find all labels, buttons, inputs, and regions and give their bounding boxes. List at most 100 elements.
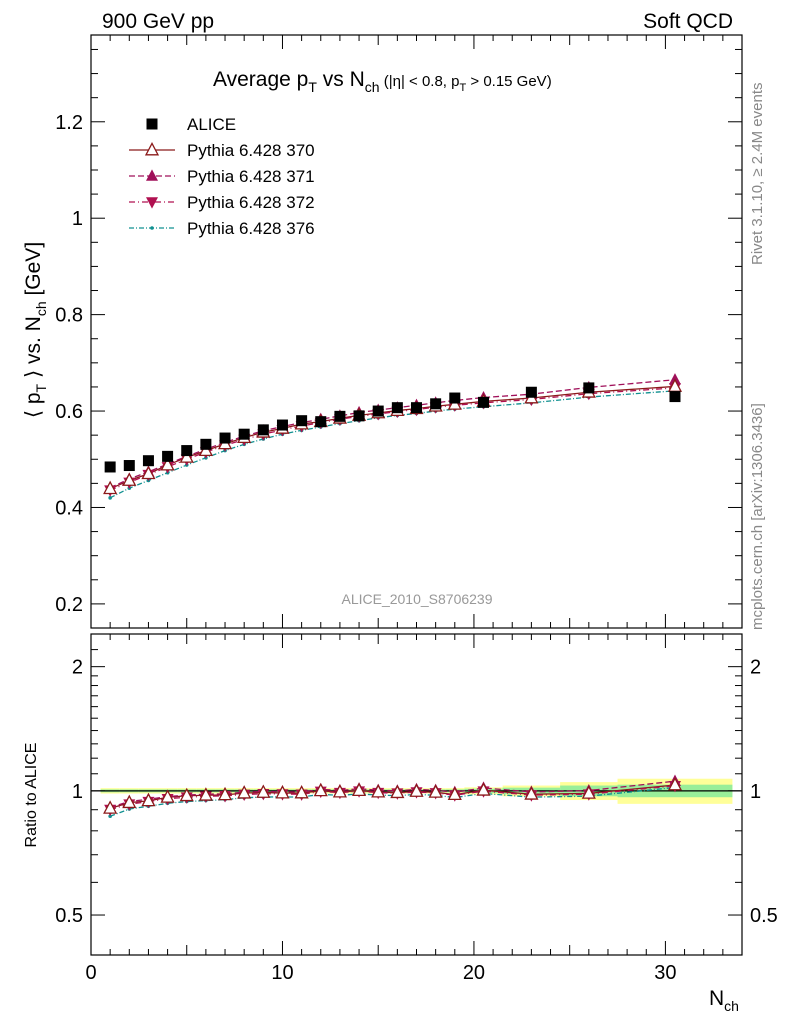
series-point-ratio bbox=[160, 789, 175, 803]
ratio-y-tick-label-right: 2 bbox=[750, 657, 761, 679]
ratio-y-tick-label: 1 bbox=[72, 781, 83, 803]
legend-item-alice: ALICE bbox=[146, 115, 236, 134]
alice-point bbox=[583, 382, 595, 394]
title-vs: vs N bbox=[317, 68, 365, 91]
series-point-ratio bbox=[313, 782, 328, 797]
series-point-main bbox=[141, 465, 156, 480]
alice-point bbox=[219, 432, 231, 444]
alice-point bbox=[449, 392, 461, 404]
x-axis-label: Nch bbox=[709, 987, 739, 1014]
alice-point bbox=[123, 460, 135, 472]
main-y-tick-label: 0.4 bbox=[55, 497, 83, 519]
rivet-label: Rivet 3.1.10, ≥ 2.4M events bbox=[749, 83, 766, 266]
main-axis-ticks: 0.2 0.4 0.6 0.8 1 1.2 bbox=[55, 48, 742, 629]
alice-point bbox=[411, 402, 422, 414]
main-y-tick-label: 1 bbox=[72, 208, 83, 230]
series-point-ratio bbox=[476, 782, 491, 796]
alice-point bbox=[200, 438, 212, 450]
alice-point bbox=[142, 455, 154, 467]
xlabel-main: N bbox=[709, 987, 724, 1010]
title-main-sub: T bbox=[308, 79, 317, 95]
series-point-ratio bbox=[524, 786, 539, 800]
alice-point bbox=[391, 402, 403, 414]
series-point-ratio bbox=[108, 814, 112, 819]
ratio-y-tick-label-right: 0.5 bbox=[750, 905, 778, 927]
series-point-ratio bbox=[667, 776, 683, 791]
main-y-tick-label: 0.8 bbox=[55, 305, 83, 327]
alice-point bbox=[353, 410, 365, 422]
series-point-main bbox=[160, 457, 175, 471]
series-point-ratio bbox=[198, 787, 213, 801]
alice-point bbox=[296, 415, 308, 427]
series-point-ratio bbox=[351, 782, 367, 796]
title-vs-sub: ch bbox=[365, 79, 380, 95]
legend-item-series: Pythia 6.428 376 bbox=[129, 219, 315, 238]
legend-label: Pythia 6.428 370 bbox=[187, 141, 315, 160]
series-point-main bbox=[108, 496, 112, 500]
series-line-main bbox=[109, 379, 676, 489]
series-line-main bbox=[109, 385, 676, 490]
alice-point bbox=[315, 416, 327, 428]
main-ylabel-b: ⟩ vs. N bbox=[22, 316, 45, 384]
ratio-y-axis-label: Ratio to ALICE bbox=[23, 743, 40, 848]
alice-point bbox=[478, 396, 490, 408]
legend-marker bbox=[146, 169, 158, 181]
legend-item-series: Pythia 6.428 371 bbox=[129, 167, 315, 186]
ratio-axis-ticks: 0.5 0.5 1 1 2 2 bbox=[55, 633, 778, 956]
alice-point bbox=[162, 450, 174, 462]
alice-point bbox=[104, 461, 116, 473]
series-point-ratio bbox=[217, 786, 233, 801]
alice-point bbox=[430, 398, 442, 410]
header-right: Soft QCD bbox=[643, 10, 733, 33]
series-point-ratio bbox=[256, 784, 271, 798]
x-tick-label: 20 bbox=[463, 962, 485, 984]
series-point-ratio bbox=[179, 787, 194, 802]
series-point-ratio bbox=[103, 800, 118, 814]
legend: ALICE Pythia 6.428 370 Pythia 6.428 371 Pyt… bbox=[129, 115, 315, 238]
series-point-ratio bbox=[371, 784, 386, 798]
xlabel-sub: ch bbox=[724, 998, 739, 1014]
legend-label: Pythia 6.428 371 bbox=[187, 167, 315, 186]
main-ylabel-a: ⟨ p bbox=[22, 392, 45, 418]
series-point-main bbox=[179, 449, 194, 463]
alice-point bbox=[276, 419, 288, 431]
series-point-main bbox=[122, 472, 137, 486]
title-main: Average p bbox=[213, 68, 308, 91]
main-y-tick-label: 0.6 bbox=[55, 401, 83, 423]
legend-marker bbox=[150, 226, 154, 230]
main-ylabel-sub1: T bbox=[33, 383, 49, 392]
main-ylabel-sub2: ch bbox=[33, 301, 49, 316]
alice-point bbox=[372, 405, 384, 417]
main-y-axis-label: ⟨ pT ⟩ vs. Nch [GeV] bbox=[22, 242, 49, 418]
legend-label: Pythia 6.428 372 bbox=[187, 193, 315, 212]
series-point-ratio bbox=[122, 794, 137, 809]
legend-item-series: Pythia 6.428 370 bbox=[129, 141, 315, 160]
series-point-ratio bbox=[294, 785, 309, 799]
series-point-ratio bbox=[141, 792, 156, 807]
legend-label-alice: ALICE bbox=[187, 115, 236, 134]
ratio-y-tick-label: 0.5 bbox=[55, 905, 83, 927]
series-point-ratio bbox=[409, 783, 424, 797]
series-point-main bbox=[103, 480, 118, 495]
main-series-group bbox=[103, 373, 683, 500]
title-cut-sub: T bbox=[459, 82, 466, 94]
series-point-ratio bbox=[332, 784, 347, 798]
legend-marker-alice bbox=[146, 118, 158, 130]
series-point-ratio bbox=[275, 785, 290, 799]
mcplots-label: mcplots.cern.ch [arXiv:1306.3436] bbox=[749, 403, 766, 630]
title-cut-b: > 0.15 GeV) bbox=[466, 73, 551, 90]
alice-point bbox=[257, 424, 269, 436]
analysis-id: ALICE_2010_S8706239 bbox=[341, 591, 492, 607]
main-y-tick-label: 1.2 bbox=[55, 112, 83, 134]
main-y-tick-label: 0.2 bbox=[55, 594, 83, 616]
series-point-ratio bbox=[237, 785, 252, 799]
ratio-series-group bbox=[103, 774, 683, 819]
series-point-ratio bbox=[447, 786, 462, 801]
x-tick-label: 10 bbox=[271, 962, 293, 984]
alice-point bbox=[525, 386, 537, 398]
alice-point bbox=[238, 428, 250, 440]
plot-title: Average pT vs Nch (|η| < 0.8, pT > 0.15 … bbox=[213, 68, 552, 95]
legend-marker bbox=[146, 197, 158, 209]
ratio-y-tick-label: 2 bbox=[72, 657, 83, 679]
